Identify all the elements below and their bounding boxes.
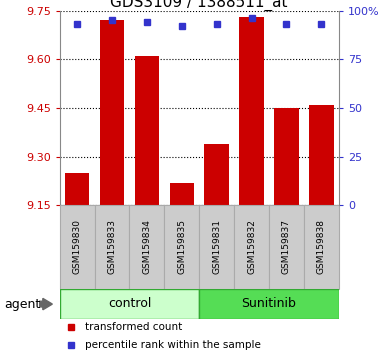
Text: GSM159835: GSM159835 xyxy=(177,219,186,274)
Bar xyxy=(239,17,264,205)
Text: GSM159830: GSM159830 xyxy=(73,219,82,274)
Text: transformed count: transformed count xyxy=(85,322,182,332)
Text: GSM159838: GSM159838 xyxy=(317,219,326,274)
Bar xyxy=(95,205,129,289)
Bar xyxy=(304,205,339,289)
Bar xyxy=(60,289,199,319)
Title: GDS3109 / 1388511_at: GDS3109 / 1388511_at xyxy=(110,0,288,11)
Bar xyxy=(60,205,95,289)
Bar xyxy=(234,205,269,289)
FancyArrow shape xyxy=(38,298,52,310)
Bar xyxy=(269,205,304,289)
Text: GSM159833: GSM159833 xyxy=(107,219,117,274)
Text: percentile rank within the sample: percentile rank within the sample xyxy=(85,340,261,350)
Text: GSM159832: GSM159832 xyxy=(247,219,256,274)
Bar xyxy=(204,144,229,205)
Text: Sunitinib: Sunitinib xyxy=(241,297,296,310)
Bar xyxy=(135,56,159,205)
Bar xyxy=(100,20,124,205)
Bar xyxy=(199,205,234,289)
Bar xyxy=(274,108,299,205)
Bar xyxy=(169,183,194,205)
Bar xyxy=(199,289,339,319)
Bar xyxy=(309,105,333,205)
Bar xyxy=(129,205,164,289)
Bar xyxy=(164,205,199,289)
Text: GSM159837: GSM159837 xyxy=(282,219,291,274)
Bar xyxy=(65,173,89,205)
Text: agent: agent xyxy=(4,298,40,310)
Text: GSM159834: GSM159834 xyxy=(142,219,151,274)
Text: control: control xyxy=(108,297,151,310)
Text: GSM159831: GSM159831 xyxy=(212,219,221,274)
